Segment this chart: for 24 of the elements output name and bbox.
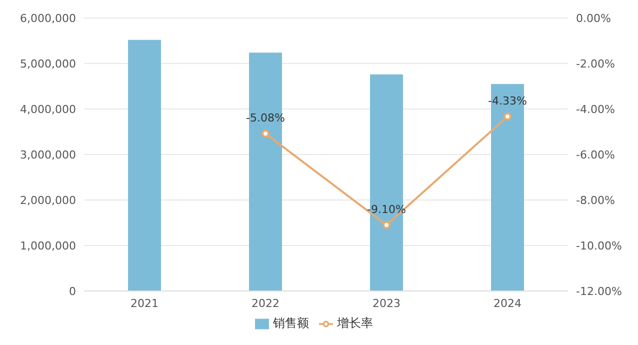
y2-tick-label: -12.00% (576, 284, 622, 298)
y2-tick-label: 0.00% (576, 12, 611, 25)
y-tick-label: 6,000,000 (20, 12, 76, 25)
y-tick-label: 2,000,000 (20, 194, 76, 207)
bar (128, 40, 161, 291)
x-tick-label: 2021 (130, 296, 158, 310)
y-tick-label: 1,000,000 (20, 239, 76, 252)
legend-label: 销售额 (273, 316, 309, 330)
legend-label: 增长率 (337, 316, 373, 330)
y2-tick-label: -6.00% (576, 148, 615, 162)
x-tick-label: 2023 (372, 296, 400, 310)
y-tick-label: 3,000,000 (20, 148, 76, 162)
y2-tick-label: -10.00% (576, 239, 622, 252)
y-tick-label: 0 (69, 284, 76, 298)
x-tick-label: 2024 (494, 296, 522, 310)
y-tick-label: 5,000,000 (20, 57, 76, 70)
y-tick-label: 4,000,000 (20, 102, 76, 116)
y2-tick-label: -4.00% (576, 102, 615, 116)
y2-tick-label: -2.00% (576, 57, 615, 70)
y2-tick-label: -8.00% (576, 194, 615, 207)
x-tick-label: 2022 (252, 296, 280, 310)
point (382, 221, 390, 230)
point (262, 130, 270, 138)
point (504, 112, 512, 121)
